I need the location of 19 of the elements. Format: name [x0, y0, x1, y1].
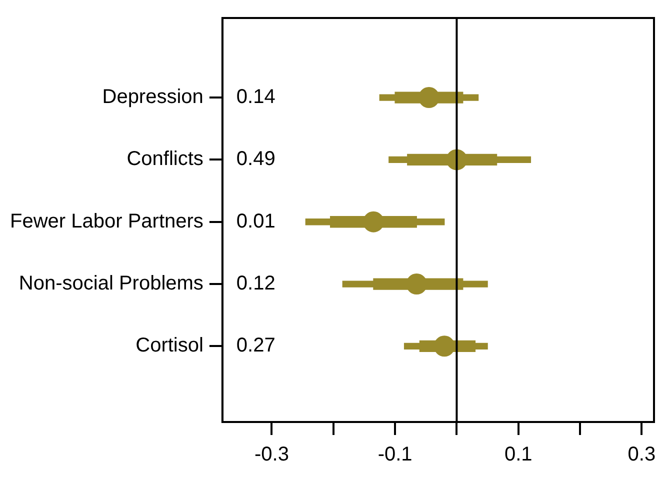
y-tick-label: Cortisol [136, 334, 204, 357]
annotation: 0.12 [236, 272, 276, 295]
annotation: 0.27 [236, 334, 276, 357]
x-tick-label: -0.1 [378, 444, 412, 466]
annotation: 0.01 [236, 210, 276, 232]
bar [342, 280, 488, 288]
bar [404, 342, 488, 350]
y-tick-label: Non-social Problems [18, 272, 204, 295]
x-tick-label: -0.3 [254, 444, 289, 466]
annotation: 0.14 [236, 86, 276, 108]
bar [305, 218, 445, 226]
bar [388, 156, 532, 164]
y-tick-label: Fewer Labor Partners [10, 210, 204, 232]
y-tick-label: Depression [102, 86, 204, 108]
x-tick-label: 0.3 [628, 444, 656, 466]
annotation: 0.49 [236, 148, 276, 170]
x-tick-label: 0.1 [504, 444, 532, 466]
bar [379, 94, 479, 101]
y-tick-label: Conflicts [126, 148, 204, 170]
